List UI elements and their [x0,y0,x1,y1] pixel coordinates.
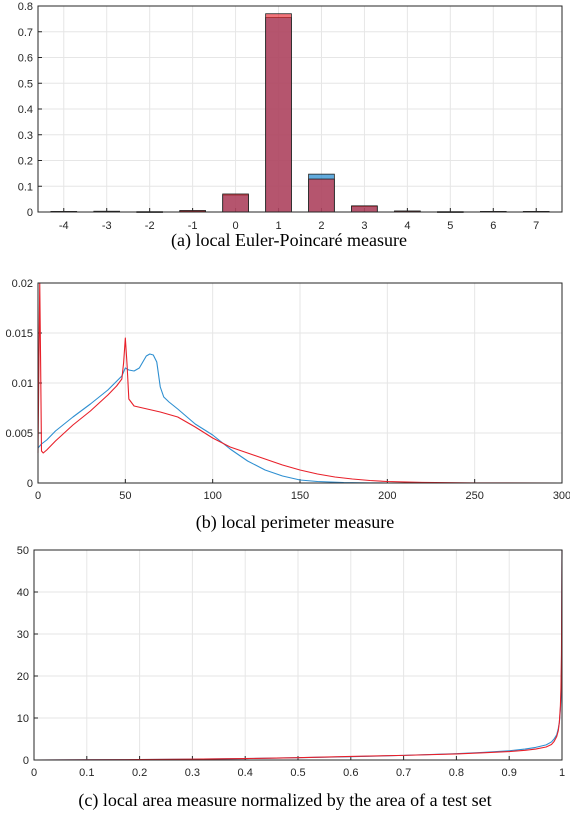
y-tick-label: 0 [27,478,33,490]
plot-frame [37,5,563,213]
x-tick-label: 50 [119,490,131,502]
x-tick-label: 5 [447,220,453,232]
x-tick-label: 4 [404,220,410,232]
y-tick-label: 20 [17,671,29,683]
x-tick-label: 0.1 [79,767,94,779]
y-tick-label: 50 [17,545,29,557]
x-tick-label: 0.4 [238,767,253,779]
y-tick-label: 0.2 [18,156,33,168]
plot-frame [33,549,563,761]
x-tick-label: -1 [188,220,198,232]
y-tick-label: 0.6 [18,53,33,65]
x-tick-label: 6 [490,220,496,232]
x-tick-label: 7 [533,220,539,232]
caption-b: (b) local perimeter measure [196,512,394,533]
x-tick-label: 0 [35,490,41,502]
y-tick-label: 0.4 [18,104,33,116]
y-tick-label: 0 [27,207,33,219]
x-tick-label: 150 [291,490,309,502]
x-tick-label: 1 [275,220,281,232]
x-tick-label: 0.8 [449,767,464,779]
y-tick-label: 40 [17,587,29,599]
series-line [33,549,563,761]
x-tick-label: 2 [318,220,324,232]
x-tick-label: 0 [31,767,37,779]
x-tick-label: -2 [145,220,155,232]
plot-frame [37,282,563,484]
bar [351,205,378,213]
x-tick-label: -4 [59,220,69,232]
y-tick-label: 30 [17,629,29,641]
y-tick-label: 0.01 [12,378,33,390]
y-tick-label: 0.3 [18,130,33,142]
x-tick-label: 0.6 [343,767,358,779]
x-tick-label: 100 [203,490,221,502]
x-tick-label: -3 [102,220,112,232]
caption-a: (a) local Euler-Poincaré measure [171,230,407,251]
x-tick-label: 300 [553,490,570,502]
series-line [37,353,562,484]
x-tick-label: 0 [233,220,239,232]
x-tick-label: 0.3 [185,767,200,779]
x-tick-label: 0.7 [396,767,411,779]
y-tick-label: 0.015 [5,328,33,340]
y-tick-label: 0.02 [12,278,33,290]
caption-c: (c) local area measure normalized by the… [78,790,491,811]
x-tick-label: 0.5 [290,767,305,779]
x-tick-label: 0.2 [132,767,147,779]
x-tick-label: 200 [378,490,396,502]
y-tick-label: 0.8 [18,1,33,13]
y-tick-label: 0.5 [18,78,33,90]
x-tick-label: 250 [465,490,483,502]
bar [222,193,249,213]
x-tick-label: 0.9 [502,767,517,779]
y-tick-label: 0.7 [18,27,33,39]
y-tick-label: 10 [17,713,29,725]
y-tick-label: 0.005 [5,428,33,440]
bar [265,13,292,213]
bar [308,178,335,213]
x-tick-label: 3 [361,220,367,232]
y-tick-label: 0 [23,755,29,767]
y-tick-label: 0.1 [18,181,33,193]
series-line [37,282,563,484]
x-tick-label: 1 [559,767,565,779]
